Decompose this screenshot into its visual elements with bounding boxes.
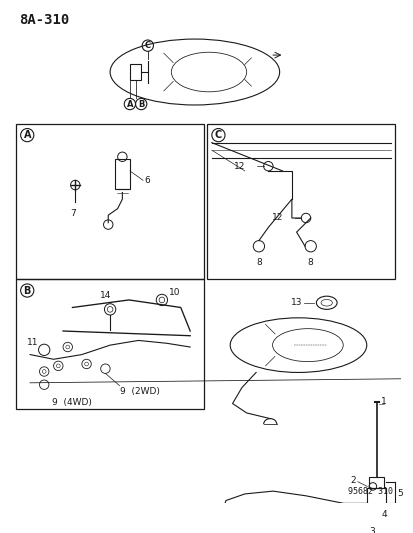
Text: 7: 7 <box>70 208 76 217</box>
Text: B: B <box>138 100 144 109</box>
Text: 12: 12 <box>234 161 245 171</box>
Text: 14: 14 <box>100 291 111 300</box>
Text: 6: 6 <box>144 176 150 185</box>
Text: 8: 8 <box>307 257 313 266</box>
Text: 8: 8 <box>255 257 261 266</box>
Text: 13: 13 <box>290 298 301 307</box>
Text: 10: 10 <box>169 288 180 297</box>
Text: B: B <box>24 286 31 295</box>
Text: 11: 11 <box>27 338 39 347</box>
Text: 2: 2 <box>349 477 355 485</box>
Text: 9  (2WD): 9 (2WD) <box>120 386 160 395</box>
Text: A: A <box>126 100 133 109</box>
Text: A: A <box>24 130 31 140</box>
Text: C: C <box>214 130 221 140</box>
Text: 1: 1 <box>380 397 386 406</box>
Text: 8A-310: 8A-310 <box>19 13 69 27</box>
Text: 12: 12 <box>271 214 283 222</box>
Text: 95682 310: 95682 310 <box>347 487 392 496</box>
Text: C: C <box>145 41 150 50</box>
Text: 4: 4 <box>380 510 386 519</box>
Text: 3: 3 <box>368 527 374 533</box>
Text: 5: 5 <box>396 489 402 497</box>
Text: 9  (4WD): 9 (4WD) <box>52 398 91 407</box>
